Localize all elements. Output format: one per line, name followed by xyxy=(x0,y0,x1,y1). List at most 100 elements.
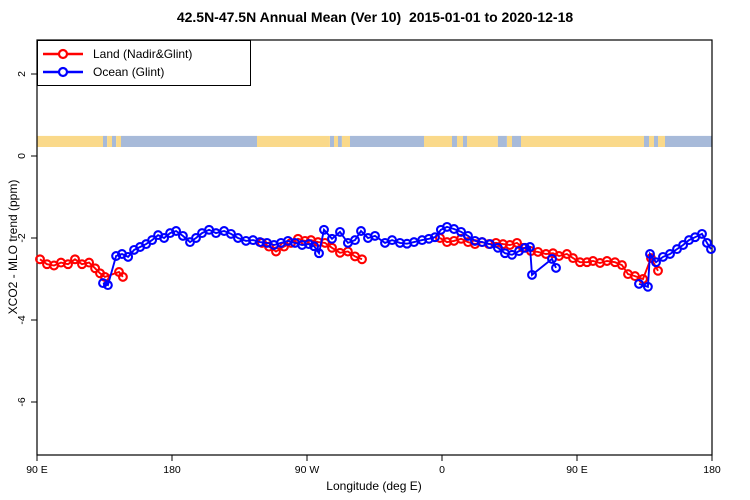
map-strip-land-segment xyxy=(334,135,338,147)
map-strip-ocean-segment xyxy=(330,135,334,147)
y-axis-tick-label: -4 xyxy=(16,315,28,324)
map-strip-land-segment xyxy=(424,135,452,147)
land-series-point xyxy=(582,257,592,268)
legend: Land (Nadir&Glint) Ocean (Glint) xyxy=(37,40,251,86)
land-series-point xyxy=(630,271,640,282)
ocean-series-point xyxy=(165,228,176,239)
map-strip-ocean-segment xyxy=(338,135,342,147)
y-axis-tick-label: -2 xyxy=(16,233,28,242)
map-strip-ocean-segment xyxy=(452,135,457,147)
ocean-series-point xyxy=(147,235,158,246)
ocean-series-point xyxy=(520,242,530,253)
ocean-series-point xyxy=(159,233,170,243)
x-axis-tick-label: 180 xyxy=(163,464,181,476)
x-axis-label: Longitude (deg E) xyxy=(326,479,422,493)
ocean-series-point xyxy=(634,278,644,289)
land-series-point xyxy=(117,271,128,282)
ocean-series-point xyxy=(356,226,366,236)
ocean-series-point xyxy=(319,224,329,235)
map-strip-ocean-segment xyxy=(665,135,712,147)
ocean-series-marker-icon xyxy=(43,66,83,77)
ocean-series-point xyxy=(191,233,201,243)
map-strip-ocean-segment xyxy=(463,135,468,147)
ocean-series-point xyxy=(98,278,108,289)
ocean-series-line xyxy=(638,232,712,289)
map-strip-ocean-segment xyxy=(350,135,424,147)
land-series-marker-icon xyxy=(43,48,83,59)
land-series-point xyxy=(99,271,110,282)
legend-entry-land: Land (Nadir&Glint) xyxy=(41,45,244,62)
ocean-series-point xyxy=(525,242,535,252)
ocean-series-point xyxy=(551,262,561,273)
y-axis-tick-label: -6 xyxy=(16,397,28,406)
ocean-series-point xyxy=(678,240,689,250)
ocean-series-point xyxy=(456,226,467,237)
land-series-point xyxy=(653,265,663,276)
map-strip-land-segment xyxy=(507,135,513,147)
ocean-series-point xyxy=(171,226,182,236)
ocean-series-point xyxy=(177,230,188,241)
x-axis-tick-label: 90 E xyxy=(26,464,48,476)
land-series-point xyxy=(357,254,367,265)
map-strip-land-segment xyxy=(37,135,103,147)
land-series-point xyxy=(70,254,80,265)
ocean-series-line xyxy=(102,225,557,287)
ocean-series-point xyxy=(233,233,243,243)
ocean-series-point xyxy=(485,239,495,250)
ocean-series-point xyxy=(314,248,324,259)
y-axis-tick-label: 0 xyxy=(16,153,28,159)
y-axis-tick-label: 2 xyxy=(16,71,28,77)
map-strip-ocean-segment xyxy=(512,135,521,147)
land-series-point xyxy=(327,242,337,253)
x-axis-tick-label: 90 W xyxy=(295,464,320,476)
ocean-series-point xyxy=(527,269,537,280)
map-strip-ocean-segment xyxy=(112,135,117,147)
map-strip-ocean-segment xyxy=(103,135,108,147)
x-axis-tick-label: 90 E xyxy=(566,464,588,476)
ocean-series-point xyxy=(102,280,113,291)
legend-entry-ocean: Ocean (Glint) xyxy=(41,63,244,80)
map-strip-ocean-segment xyxy=(644,135,649,147)
land-series-point xyxy=(568,253,578,264)
land-series-point xyxy=(84,257,95,268)
ocean-series-point xyxy=(492,242,503,253)
ocean-series-point xyxy=(226,228,236,239)
map-strip-ocean-segment xyxy=(121,135,257,147)
ocean-series-point xyxy=(123,251,134,262)
ocean-series-point xyxy=(642,281,653,292)
legend-label-land: Land (Nadir&Glint) xyxy=(93,46,193,61)
map-strip-land-segment xyxy=(457,135,463,147)
ocean-series-point xyxy=(665,249,675,259)
land-series-point xyxy=(63,259,73,270)
map-strip-land-segment xyxy=(341,135,350,147)
map-strip-land-segment xyxy=(467,135,498,147)
map-strip-land-segment xyxy=(257,135,330,147)
map-strip-land-segment xyxy=(658,135,665,147)
land-series-point xyxy=(617,260,627,271)
ocean-series-point xyxy=(645,249,655,259)
map-strip-land-segment xyxy=(521,135,644,147)
legend-label-ocean: Ocean (Glint) xyxy=(93,64,165,79)
ocean-series-point xyxy=(463,230,473,241)
ocean-series-point xyxy=(651,257,661,268)
ocean-series-point xyxy=(111,251,122,261)
ocean-series-point xyxy=(697,228,707,239)
map-strip-ocean-segment xyxy=(654,135,658,147)
y-axis-label: XCO2 - MLO trend (ppm) xyxy=(6,179,20,315)
ocean-series-point xyxy=(335,226,345,237)
ocean-series-point xyxy=(370,230,380,241)
ocean-series-point xyxy=(423,233,434,244)
land-series-line xyxy=(39,258,124,278)
map-strip-land-segment xyxy=(116,135,121,147)
ocean-series-point xyxy=(327,233,337,244)
x-axis-tick-label: 0 xyxy=(439,464,445,476)
ocean-series-point xyxy=(309,241,320,252)
ocean-series-point xyxy=(706,244,716,255)
map-strip-land-segment xyxy=(649,135,654,147)
x-axis-tick-label: 180 xyxy=(703,464,721,476)
ocean-series-point xyxy=(430,232,440,243)
ocean-series-point xyxy=(547,253,557,264)
plot-frame xyxy=(36,39,713,456)
